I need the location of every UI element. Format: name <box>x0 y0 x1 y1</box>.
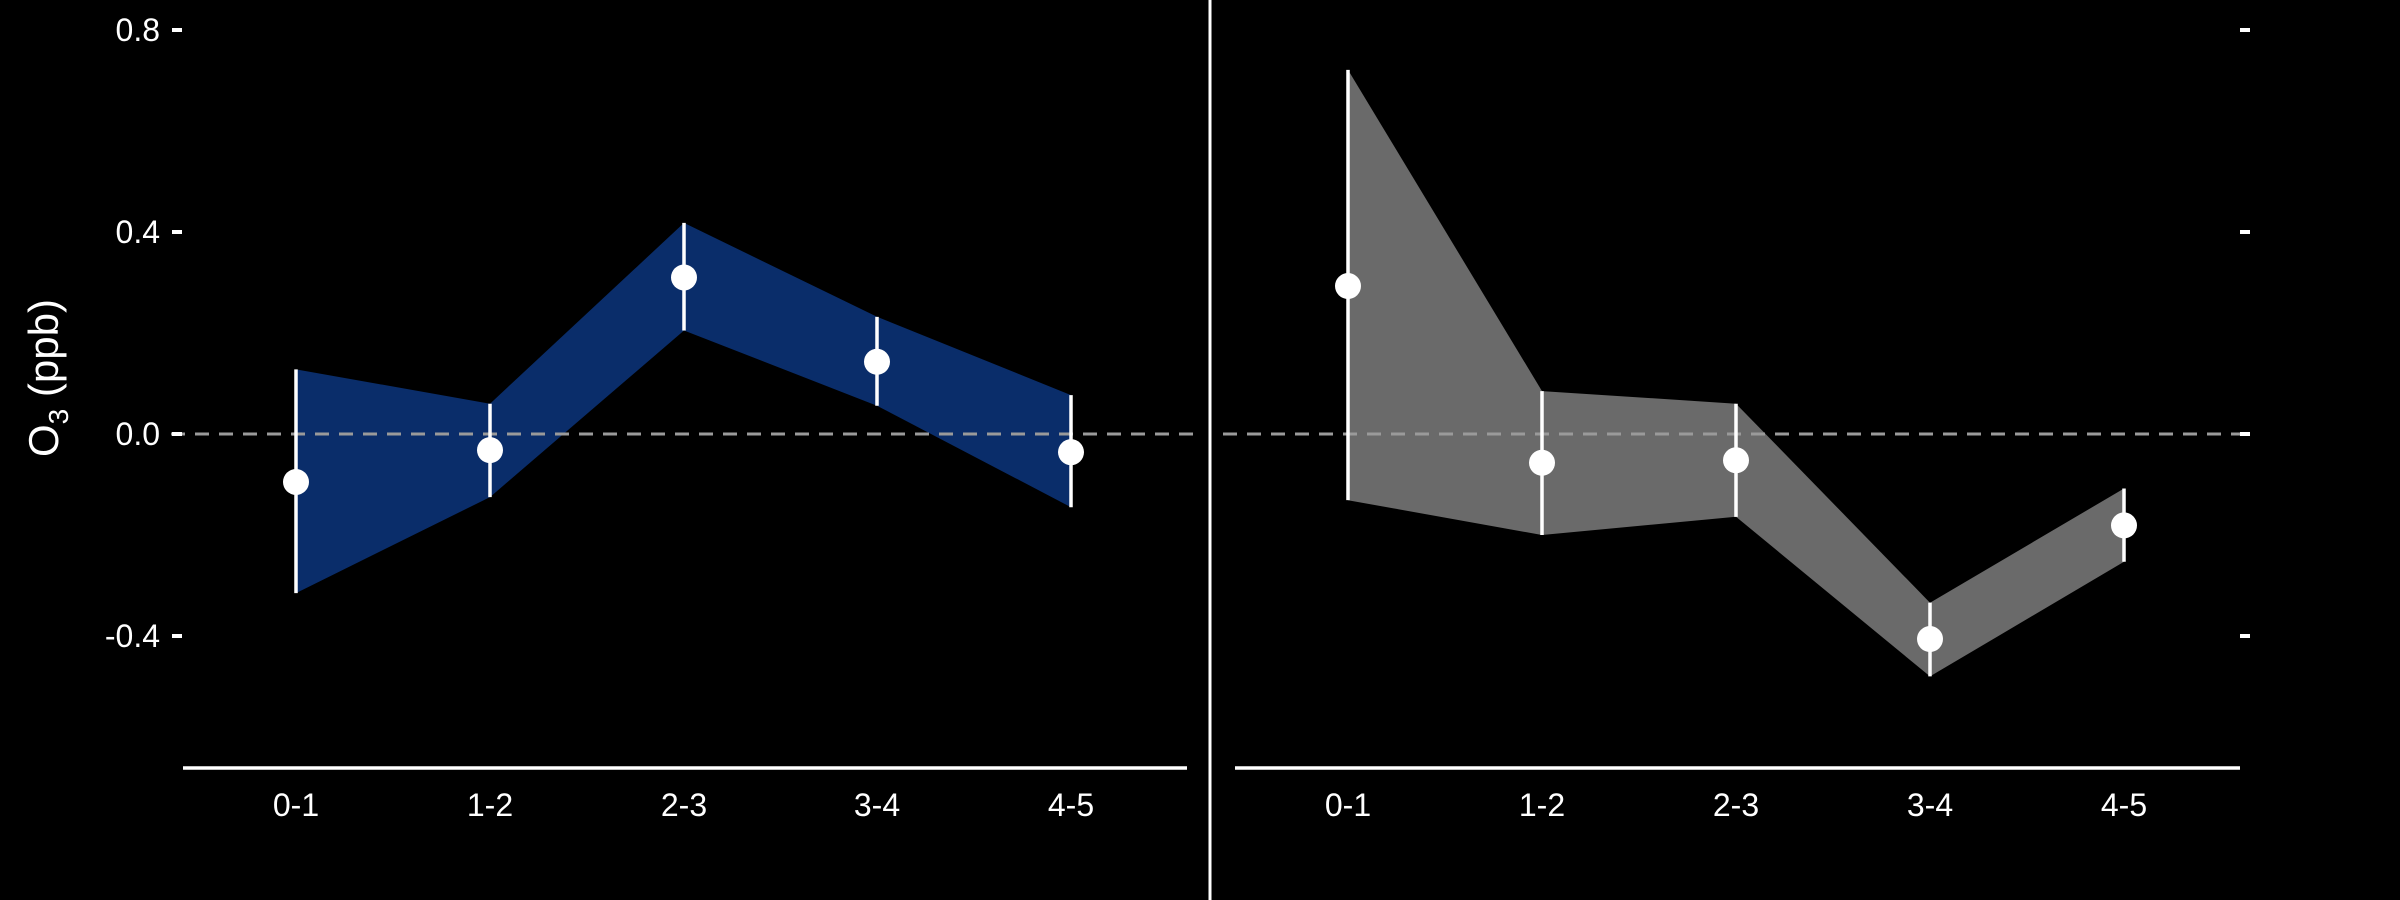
x-tick-label: 0-1 <box>1325 787 1371 823</box>
x-tick-label: 3-4 <box>854 787 900 823</box>
x-tick-label: 2-3 <box>661 787 707 823</box>
data-point <box>1917 626 1943 653</box>
data-point <box>1529 449 1555 476</box>
x-tick-label: 2-3 <box>1713 787 1759 823</box>
y-axis-title-unit: (ppb) <box>20 299 67 409</box>
data-point <box>2111 512 2137 539</box>
y-axis-title-main: O <box>20 424 67 457</box>
y-tick-label: 0.4 <box>116 214 160 250</box>
y-axis-title: O3 (ppb) <box>20 299 74 457</box>
data-point <box>283 468 309 495</box>
confidence-band <box>1348 69 2124 677</box>
panel-left: 0-1 1-2 2-3 3-4 4-5 0.8 0.4 0.0 -0.4 <box>105 12 1193 823</box>
panel-right: 0-1 1-2 2-3 3-4 4-5 <box>1223 28 2250 823</box>
y-axis-title-subscript: 3 <box>43 409 74 425</box>
data-point <box>1058 439 1084 466</box>
data-point <box>1335 273 1361 300</box>
y-tick-label: 0.0 <box>116 416 160 452</box>
y-tick-label: -0.4 <box>105 618 160 654</box>
data-point <box>477 437 503 464</box>
data-point <box>1723 447 1749 474</box>
x-tick-label: 4-5 <box>2101 787 2147 823</box>
x-tick-label: 1-2 <box>467 787 513 823</box>
data-point <box>864 348 890 375</box>
x-tick-label: 4-5 <box>1048 787 1094 823</box>
x-tick-label: 1-2 <box>1519 787 1565 823</box>
y-tick-label: 0.8 <box>116 12 160 48</box>
x-tick-label: 0-1 <box>273 787 319 823</box>
x-tick-label: 3-4 <box>1907 787 1953 823</box>
data-point <box>671 264 697 291</box>
